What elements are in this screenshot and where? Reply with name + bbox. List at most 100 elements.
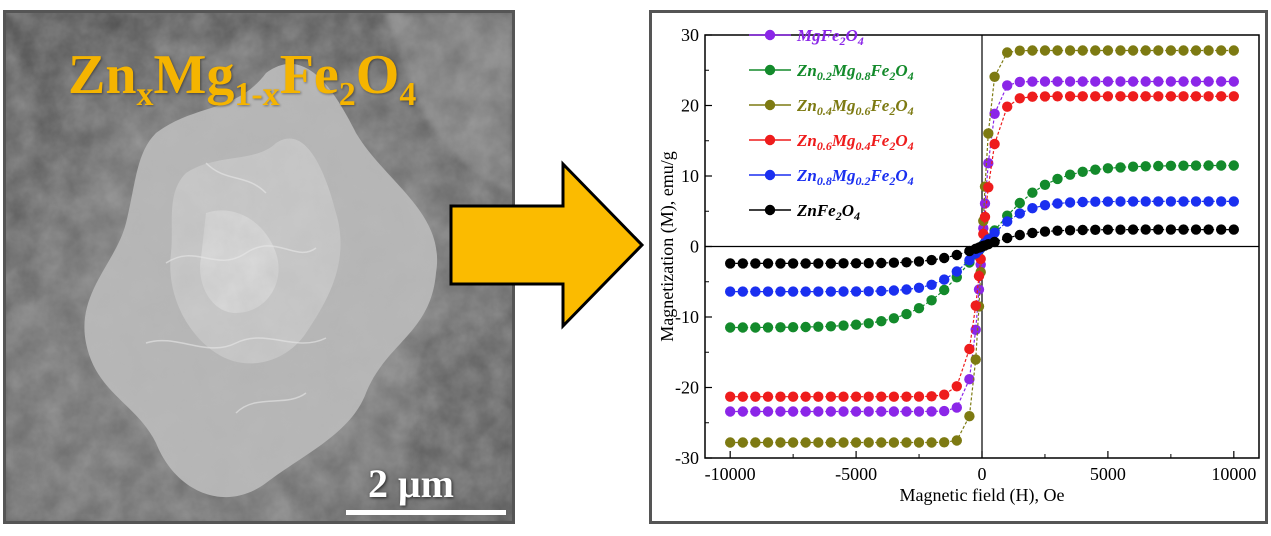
data-point [737, 322, 748, 333]
legend-marker [764, 29, 776, 41]
data-point [1190, 196, 1202, 207]
data-point [800, 406, 811, 417]
data-point [1077, 166, 1088, 177]
data-point [1014, 93, 1025, 104]
data-point [1102, 91, 1114, 102]
data-point [1115, 224, 1126, 235]
data-point [913, 282, 925, 293]
data-point [762, 406, 774, 417]
data-point [825, 286, 837, 297]
data-point [825, 258, 837, 269]
data-point [1140, 45, 1151, 56]
x-tick-label: 10000 [1211, 464, 1256, 484]
data-point [939, 405, 950, 417]
data-point [787, 322, 799, 333]
data-point [888, 313, 900, 324]
data-point [1140, 76, 1151, 87]
data-point [901, 391, 912, 402]
data-point [964, 255, 975, 266]
data-point [1077, 224, 1088, 236]
data-point [1216, 76, 1227, 87]
data-point [951, 435, 962, 446]
data-point [1064, 76, 1076, 87]
data-point [850, 437, 862, 448]
y-axis-label: Magnetization (M), emu/g [657, 151, 678, 341]
right-arrow-icon [449, 160, 645, 330]
data-point [876, 285, 887, 297]
data-point [1190, 224, 1202, 235]
data-point [951, 381, 962, 392]
data-point [1216, 91, 1227, 102]
data-point [951, 266, 962, 277]
data-point [1039, 226, 1051, 237]
data-point [838, 320, 849, 331]
data-point [838, 406, 849, 417]
chart-series-layer [725, 45, 1239, 448]
data-point [1153, 224, 1164, 235]
series-Zn0.6Mg0.4Fe2O4 [725, 91, 1239, 402]
data-point [1178, 76, 1189, 87]
data-point [813, 321, 824, 332]
data-point [979, 198, 991, 209]
data-point [901, 437, 912, 448]
data-point [1115, 45, 1126, 56]
data-point [825, 391, 837, 402]
data-point [964, 411, 975, 422]
x-tick-label: 5000 [1090, 464, 1126, 484]
data-point [800, 321, 811, 333]
data-point [838, 437, 849, 448]
data-point [1190, 76, 1202, 87]
x-tick-label: -5000 [835, 464, 877, 484]
data-point [1165, 196, 1177, 207]
data-point [1027, 76, 1038, 87]
data-point [1077, 91, 1088, 102]
data-point [725, 406, 736, 417]
data-point [1052, 76, 1063, 87]
data-point [926, 391, 937, 402]
y-tick-label: -30 [675, 448, 699, 468]
data-point [775, 322, 786, 333]
data-point [762, 258, 774, 269]
data-point [989, 236, 1000, 248]
data-point [1203, 224, 1214, 235]
data-point [1140, 196, 1151, 207]
data-point [775, 258, 786, 269]
data-point [762, 391, 774, 402]
data-point [1052, 91, 1063, 102]
data-point [970, 300, 981, 311]
data-point [939, 284, 950, 296]
data-point [939, 252, 950, 264]
data-point [1216, 45, 1227, 56]
data-point [973, 284, 985, 295]
legend-label: MgFe2O4 [796, 26, 864, 48]
data-point [1002, 216, 1013, 227]
data-point [825, 321, 837, 332]
data-point [913, 391, 925, 402]
data-point [775, 286, 786, 297]
data-point [1165, 224, 1177, 235]
data-point [1216, 196, 1227, 207]
data-point [725, 437, 736, 448]
chart-legend: MgFe2O4 Zn0.2Mg0.8Fe2O4 Zn0.4Mg0.6Fe2O4 Zn0… [749, 26, 914, 223]
data-point [1115, 76, 1126, 87]
legend-marker [764, 64, 776, 76]
data-point [1178, 196, 1189, 207]
data-point [1077, 196, 1088, 208]
data-point [951, 402, 962, 413]
data-point [1178, 160, 1189, 171]
data-point [901, 308, 912, 320]
data-point [787, 258, 799, 269]
legend-marker [764, 204, 776, 216]
data-point [800, 437, 811, 448]
data-point [850, 391, 862, 402]
y-tick-label: 20 [681, 96, 699, 116]
data-point [888, 437, 900, 448]
data-point [888, 391, 900, 402]
data-point [1014, 229, 1025, 241]
data-point [762, 286, 774, 297]
data-point [1090, 45, 1101, 56]
data-point [787, 286, 799, 297]
data-point [725, 286, 736, 297]
data-point [939, 274, 950, 285]
data-point [800, 391, 811, 402]
